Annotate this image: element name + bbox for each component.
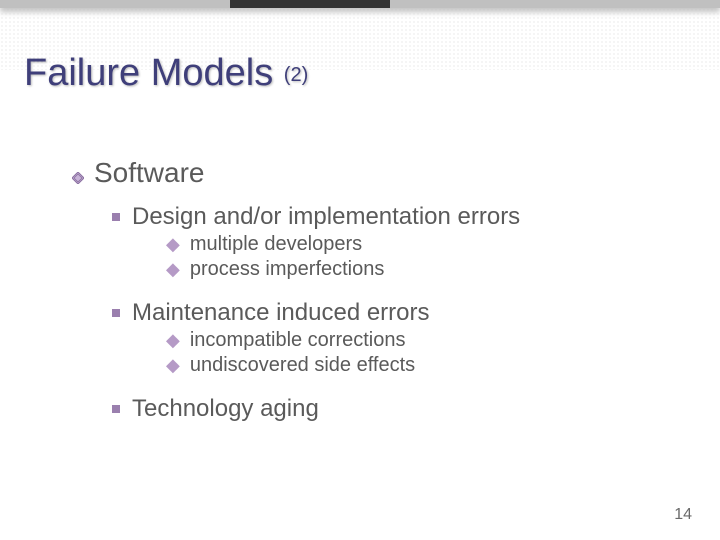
list-subitem: ◆ incompatible corrections: [166, 329, 696, 352]
list-subitem: ◆ process imperfections: [166, 258, 696, 281]
list-subitem: ◆ multiple developers: [166, 233, 696, 256]
dot-bullet-icon: ◆: [166, 356, 180, 374]
dot-bullet-icon: ◆: [166, 331, 180, 349]
list-item: Maintenance induced errors: [112, 299, 696, 327]
subitem-label: incompatible corrections: [190, 329, 406, 352]
body-area: Software Design and/or implementation er…: [72, 157, 696, 423]
diamond-bullet-icon: [72, 172, 84, 184]
item-label: Maintenance induced errors: [132, 299, 430, 327]
subitem-label: multiple developers: [190, 233, 362, 256]
spacer: [72, 377, 696, 389]
slide-title: Failure Models (2): [24, 52, 696, 95]
item-label: Design and/or implementation errors: [132, 203, 520, 231]
section-label: Software: [94, 157, 205, 189]
slide-content: Failure Models (2) Software Design and/o…: [24, 52, 696, 425]
square-bullet-icon: [112, 213, 120, 221]
section-heading: Software: [72, 157, 696, 189]
title-suffix: (2): [284, 64, 308, 86]
dot-bullet-icon: ◆: [166, 235, 180, 253]
item-label: Technology aging: [132, 395, 319, 423]
square-bullet-icon: [112, 309, 120, 317]
dot-bullet-icon: ◆: [166, 260, 180, 278]
top-dark-accent: [230, 0, 390, 8]
title-main: Failure Models: [24, 52, 273, 94]
square-bullet-icon: [112, 405, 120, 413]
subitem-label: undiscovered side effects: [190, 354, 415, 377]
spacer: [72, 281, 696, 293]
list-subitem: ◆ undiscovered side effects: [166, 354, 696, 377]
list-item: Design and/or implementation errors: [112, 203, 696, 231]
list-item: Technology aging: [112, 395, 696, 423]
page-number: 14: [674, 506, 692, 524]
subitem-label: process imperfections: [190, 258, 385, 281]
